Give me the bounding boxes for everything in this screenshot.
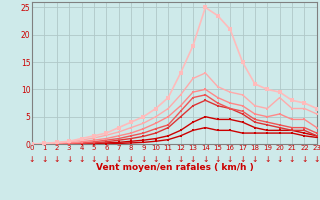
Text: ↓: ↓ [177, 155, 184, 164]
Text: ↓: ↓ [289, 155, 295, 164]
Text: ↓: ↓ [66, 155, 72, 164]
X-axis label: Vent moyen/en rafales ( km/h ): Vent moyen/en rafales ( km/h ) [96, 162, 253, 171]
Text: ↓: ↓ [239, 155, 246, 164]
Text: ↓: ↓ [202, 155, 209, 164]
Text: ↓: ↓ [264, 155, 270, 164]
Text: ↓: ↓ [276, 155, 283, 164]
Text: ↓: ↓ [252, 155, 258, 164]
Text: ↓: ↓ [41, 155, 48, 164]
Text: ↓: ↓ [78, 155, 85, 164]
Text: ↓: ↓ [153, 155, 159, 164]
Text: ↓: ↓ [165, 155, 172, 164]
Text: ↓: ↓ [214, 155, 221, 164]
Text: ↓: ↓ [190, 155, 196, 164]
Text: ↓: ↓ [227, 155, 233, 164]
Text: ↓: ↓ [314, 155, 320, 164]
Text: ↓: ↓ [140, 155, 147, 164]
Text: ↓: ↓ [116, 155, 122, 164]
Text: ↓: ↓ [128, 155, 134, 164]
Text: ↓: ↓ [301, 155, 308, 164]
Text: ↓: ↓ [53, 155, 60, 164]
Text: ↓: ↓ [103, 155, 109, 164]
Text: ↓: ↓ [29, 155, 35, 164]
Text: ↓: ↓ [91, 155, 97, 164]
